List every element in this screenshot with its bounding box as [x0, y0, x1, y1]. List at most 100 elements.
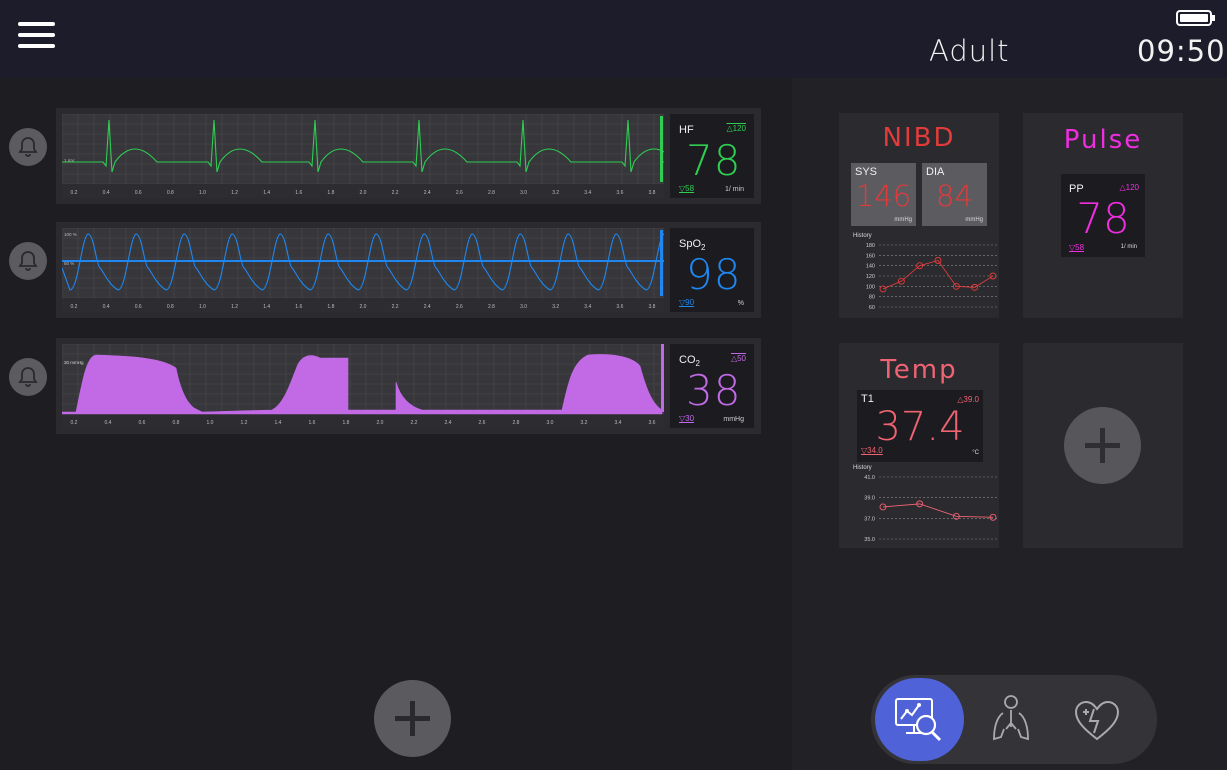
temp-title: Temp	[880, 355, 958, 385]
co2-tick-label: 1.8	[343, 420, 350, 426]
co2-waveform[interactable]: 0.2 0.4 0.6 0.8 1.0 1.2 1.4 1.6 1.8 2.0 2.2 2.4 2.6 2…	[62, 344, 664, 428]
hf-tick-label: 3.2	[552, 190, 559, 196]
monitor-search-icon	[895, 698, 942, 742]
co2-param-box[interactable]: CO2 △50 38 ▽30 mmHg	[670, 344, 754, 428]
spo2-tick-label: 1.2	[231, 304, 238, 310]
plus-icon-vertical	[410, 701, 415, 736]
nibd-history-chart: 180 160 140 120 100 80 60	[866, 243, 999, 311]
spo2-tick-label: 0.4	[103, 304, 110, 310]
hf-tick-label: 1.8	[327, 190, 334, 196]
t1-label: T1	[861, 393, 874, 405]
hf-waveform[interactable]: 0.2 0.4 0.6 0.8 1.0 1.2 1.4 1.6 1.8 2.0 2.2 2.4 2.6 2…	[62, 114, 664, 198]
hf-label: HF	[679, 124, 694, 136]
dia-value: 84	[936, 179, 973, 213]
monitor-view-button[interactable]	[875, 678, 964, 761]
spo2-scale-high: 100 %	[64, 232, 77, 237]
co2-limit-high: △50	[730, 354, 746, 363]
hf-sweep-bar	[660, 116, 663, 182]
nibd-history-point	[971, 283, 979, 291]
nibd-sys-box[interactable]: SYS 146 mmHg	[851, 163, 916, 226]
co2-tick-label: 3.4	[615, 420, 622, 426]
nibd-history-point	[952, 282, 960, 290]
hf-tick-label: 0.4	[103, 190, 110, 196]
spo2-param-box[interactable]: SpO2 98 ▽90 %	[670, 228, 754, 312]
spo2-tick-label: 3.6	[616, 304, 623, 310]
co2-tick-label: 2.8	[513, 420, 520, 426]
spo2-tick-label: 2.8	[488, 304, 495, 310]
hf-scale-label: 1 mV	[64, 158, 75, 163]
hf-param-box[interactable]: HF △120 78 ▽58 1/ min	[670, 114, 754, 198]
hf-trace	[62, 119, 664, 173]
spo2-tick-label: 2.4	[424, 304, 431, 310]
nibd-history-point	[879, 285, 887, 293]
nibd-history-point	[989, 272, 997, 280]
co2-alarm-bell-icon[interactable]	[9, 358, 47, 396]
spo2-sweep-bar	[660, 230, 663, 296]
add-waveform-button[interactable]	[374, 680, 451, 757]
hf-tick-label: 1.2	[231, 190, 238, 196]
menu-icon[interactable]	[18, 22, 56, 50]
temp-history-tick-label: 41.0	[864, 475, 875, 481]
spo2-alarm-bell-icon[interactable]	[9, 242, 47, 280]
plus-icon-vertical	[1100, 428, 1105, 463]
co2-sweep-bar	[661, 344, 664, 412]
top-bar: Adult 09:50	[0, 0, 1227, 78]
co2-limit-low: ▽30	[679, 414, 695, 423]
hf-alarm-bell-icon[interactable]	[9, 128, 47, 166]
hf-tick-label: 2.2	[392, 190, 399, 196]
spo2-tick-label: 3.0	[520, 304, 527, 310]
nibd-card[interactable]: NIBD SYS 146 mmHg DIA 84 mmHg History 18…	[839, 113, 999, 318]
co2-tick-label: 2.2	[411, 420, 418, 426]
battery-icon	[1176, 10, 1215, 26]
nibd-dia-box[interactable]: DIA 84 mmHg	[922, 163, 987, 226]
t1-limit-high: △39.0	[957, 395, 979, 404]
spo2-tick-label: 1.8	[327, 304, 334, 310]
spo2-value: 98	[686, 250, 742, 299]
bottom-navigation	[871, 675, 1157, 764]
add-parameter-button[interactable]	[1064, 407, 1141, 484]
co2-tick-label: 1.6	[309, 420, 316, 426]
spo2-waveform[interactable]: 0.2 0.4 0.6 0.8 1.0 1.2 1.4 1.6 1.8 2.0 2.2 2.4 2.6 2…	[62, 228, 664, 312]
co2-tick-label: 2.4	[445, 420, 452, 426]
nibd-history-tick-label: 180	[866, 243, 875, 249]
sys-value: 146	[855, 179, 912, 213]
hf-tick-label: 2.6	[456, 190, 463, 196]
spo2-tick-label: 3.8	[649, 304, 656, 310]
pulse-card[interactable]: Pulse PP △120 78 ▽58 1/ min	[1023, 113, 1183, 318]
hf-tick-label: 2.4	[424, 190, 431, 196]
co2-tick-label: 0.8	[173, 420, 180, 426]
hf-tick-label: 2.0	[360, 190, 367, 196]
clock: 09:50	[1137, 34, 1226, 68]
hf-limit-low: ▽58	[679, 184, 695, 193]
temp-card[interactable]: Temp T1 △39.0 37.4 ▽34.0 °C History 41.0…	[839, 343, 999, 548]
spo2-tick-label: 3.4	[584, 304, 591, 310]
co2-tick-label: 2.6	[479, 420, 486, 426]
co2-tick-label: 1.2	[241, 420, 248, 426]
spo2-wave-row: 0.2 0.4 0.6 0.8 1.0 1.2 1.4 1.6 1.8 2.0 2.2 2.4 2.6 2…	[56, 222, 761, 318]
hf-tick-label: 2.8	[488, 190, 495, 196]
dia-label: DIA	[926, 166, 945, 178]
nibd-title: NIBD	[882, 123, 956, 153]
pulse-pp-box[interactable]: PP △120 78 ▽58 1/ min	[1061, 174, 1145, 257]
patient-type[interactable]: Adult	[929, 34, 1010, 68]
temp-history-line	[882, 503, 994, 518]
spo2-tick-label: 1.0	[199, 304, 206, 310]
temp-history-point	[916, 500, 924, 508]
hf-tick-label: 3.6	[616, 190, 623, 196]
temp-t1-box[interactable]: T1 △39.0 37.4 ▽34.0 °C	[857, 390, 983, 462]
spo2-tick-label: 3.2	[552, 304, 559, 310]
hf-limit-high: △120	[726, 124, 746, 133]
pp-unit: 1/ min	[1120, 244, 1137, 250]
nibd-history-tick-label: 100	[866, 284, 875, 290]
hf-tick-label: 1.0	[199, 190, 206, 196]
t1-unit: °C	[972, 450, 979, 456]
respiratory-view-button[interactable]	[967, 678, 1056, 761]
cardio-view-button[interactable]	[1053, 678, 1142, 761]
temp-history-chart: 41.0 39.0 37.0 35.0	[864, 475, 999, 543]
sys-label: SYS	[855, 166, 878, 178]
nibd-history-tick-label: 120	[866, 274, 875, 280]
co2-value: 38	[686, 366, 742, 415]
co2-tick-label: 2.0	[377, 420, 384, 426]
nibd-history-point	[897, 277, 905, 285]
spo2-tick-label: 2.0	[360, 304, 367, 310]
